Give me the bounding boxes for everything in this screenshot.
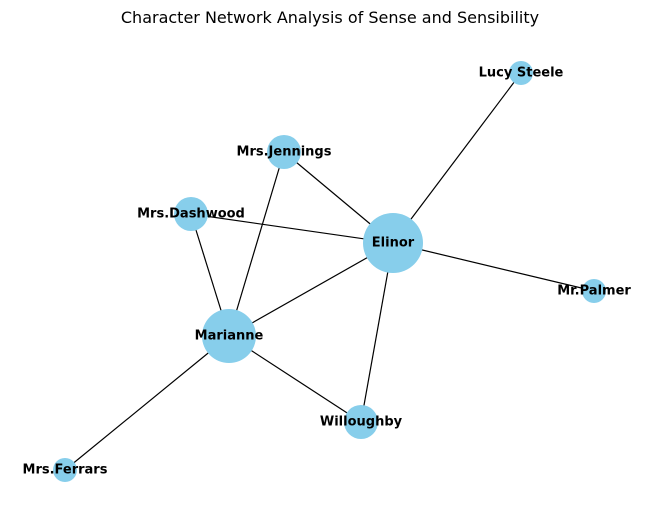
node-willoughby	[344, 405, 378, 439]
edge-elinor-willoughby	[360, 242, 394, 423]
node-elinor	[363, 213, 423, 273]
node-mr-palmer	[582, 279, 606, 303]
node-marianne	[202, 309, 256, 363]
edge-marianne-mrs-ferrars	[64, 335, 230, 471]
node-label-mrs-jennings: Mrs.Jennings	[237, 145, 332, 160]
edges-layer	[64, 72, 595, 471]
node-label-mr-palmer: Mr.Palmer	[557, 284, 631, 299]
node-label-elinor: Elinor	[372, 236, 415, 251]
edge-elinor-mr-palmer	[392, 242, 595, 292]
node-mrs-dashwood	[174, 197, 208, 231]
edge-elinor-marianne	[228, 242, 394, 337]
node-lucy-steele	[509, 61, 533, 85]
node-label-mrs-dashwood: Mrs.Dashwood	[137, 207, 245, 222]
node-label-marianne: Marianne	[195, 329, 264, 344]
edge-elinor-lucy-steele	[392, 72, 522, 244]
nodes-layer	[53, 61, 606, 482]
node-label-willoughby: Willoughby	[320, 415, 403, 430]
node-label-lucy-steele: Lucy Steele	[479, 66, 564, 81]
node-label-mrs-ferrars: Mrs.Ferrars	[23, 463, 108, 478]
labels-layer: Elinor Marianne Willoughby Mrs.Dashwood Mrs.…	[23, 66, 632, 478]
node-mrs-ferrars	[53, 458, 77, 482]
edge-elinor-mrs-dashwood	[190, 213, 394, 244]
chart-title: Character Network Analysis of Sense and …	[120, 8, 540, 27]
edge-marianne-mrs-jennings	[228, 151, 285, 337]
node-mrs-jennings	[267, 135, 301, 169]
